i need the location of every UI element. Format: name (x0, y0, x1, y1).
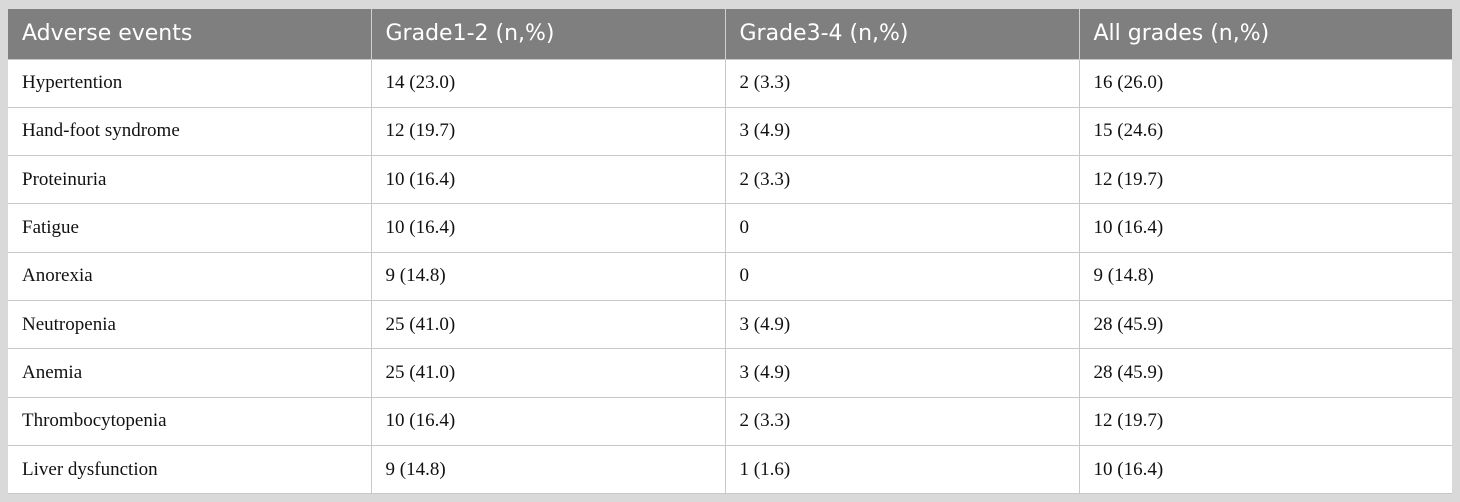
cell-grade3-4: 0 (725, 203, 1080, 253)
cell-grade1-2: 12 (19.7) (371, 106, 726, 156)
cell-grade1-2: 14 (23.0) (371, 58, 726, 108)
cell-all-grades: 28 (45.9) (1079, 299, 1452, 349)
cell-grade1-2: 10 (16.4) (371, 155, 726, 204)
table-row: Hand-foot syndrome 12 (19.7) 3 (4.9) 15 … (8, 106, 1452, 156)
cell-grade3-4: 3 (4.9) (725, 106, 1080, 156)
table-row: Hypertention 14 (23.0) 2 (3.3) 16 (26.0) (8, 58, 1452, 108)
cell-grade1-2: 10 (16.4) (371, 396, 726, 446)
cell-grade3-4: 2 (3.3) (725, 155, 1080, 204)
cell-event: Hypertention (8, 58, 372, 108)
cell-all-grades: 28 (45.9) (1079, 348, 1452, 398)
cell-event: Anemia (8, 348, 372, 398)
cell-event: Liver dysfunction (8, 444, 372, 495)
column-header-all-grades: All grades (n,%) (1079, 9, 1452, 59)
cell-grade3-4: 0 (725, 251, 1080, 301)
cell-grade1-2: 9 (14.8) (371, 251, 726, 301)
cell-all-grades: 9 (14.8) (1079, 251, 1452, 301)
cell-grade3-4: 3 (4.9) (725, 299, 1080, 349)
table-row: Proteinuria 10 (16.4) 2 (3.3) 12 (19.7) (8, 155, 1452, 204)
table-row: Liver dysfunction 9 (14.8) 1 (1.6) 10 (1… (8, 444, 1452, 495)
column-header-grade1-2: Grade1-2 (n,%) (371, 9, 726, 59)
column-header-adverse-events: Adverse events (8, 9, 372, 59)
adverse-events-table: Adverse events Grade1-2 (n,%) Grade3-4 (… (8, 9, 1452, 495)
cell-grade1-2: 10 (16.4) (371, 203, 726, 253)
cell-grade1-2: 25 (41.0) (371, 348, 726, 398)
table-row: Fatigue 10 (16.4) 0 10 (16.4) (8, 203, 1452, 253)
table-row: Anorexia 9 (14.8) 0 9 (14.8) (8, 251, 1452, 301)
table-row: Neutropenia 25 (41.0) 3 (4.9) 28 (45.9) (8, 299, 1452, 349)
cell-event: Anorexia (8, 251, 372, 301)
cell-all-grades: 15 (24.6) (1079, 106, 1452, 156)
cell-event: Proteinuria (8, 155, 372, 204)
column-header-grade3-4: Grade3-4 (n,%) (725, 9, 1080, 59)
table-row: Thrombocytopenia 10 (16.4) 2 (3.3) 12 (1… (8, 396, 1452, 446)
cell-all-grades: 12 (19.7) (1079, 396, 1452, 446)
cell-event: Fatigue (8, 203, 372, 253)
cell-grade3-4: 3 (4.9) (725, 348, 1080, 398)
header-row: Adverse events Grade1-2 (n,%) Grade3-4 (… (8, 9, 1452, 59)
cell-event: Hand-foot syndrome (8, 106, 372, 156)
cell-grade3-4: 2 (3.3) (725, 396, 1080, 446)
cell-grade1-2: 25 (41.0) (371, 299, 726, 349)
cell-grade3-4: 1 (1.6) (725, 444, 1080, 495)
cell-grade3-4: 2 (3.3) (725, 58, 1080, 108)
cell-all-grades: 12 (19.7) (1079, 155, 1452, 204)
table-row: Anemia 25 (41.0) 3 (4.9) 28 (45.9) (8, 348, 1452, 398)
cell-all-grades: 10 (16.4) (1079, 203, 1452, 253)
cell-all-grades: 10 (16.4) (1079, 444, 1452, 495)
cell-grade1-2: 9 (14.8) (371, 444, 726, 495)
cell-event: Thrombocytopenia (8, 396, 372, 446)
cell-all-grades: 16 (26.0) (1079, 58, 1452, 108)
cell-event: Neutropenia (8, 299, 372, 349)
